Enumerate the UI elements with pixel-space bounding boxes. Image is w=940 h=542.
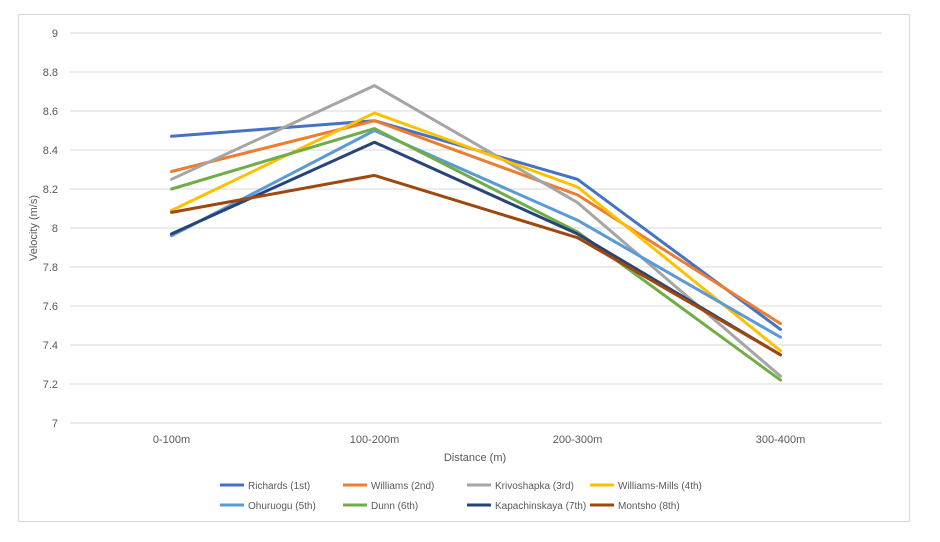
y-tick-label: 7.2	[43, 379, 58, 391]
legend-label: Richards (1st)	[248, 481, 310, 492]
legend-label: Williams (2nd)	[371, 481, 434, 492]
series-line-5	[170, 129, 782, 339]
legend-label: Krivoshapka (3rd)	[495, 481, 574, 492]
y-tick-label: 8.2	[43, 184, 58, 196]
legend-label: Dunn (6th)	[371, 501, 418, 512]
series-line-4	[170, 111, 782, 353]
legend-label: Kapachinskaya (7th)	[495, 501, 586, 512]
y-tick-label: 7.4	[43, 340, 58, 352]
series-line-2	[170, 119, 782, 326]
series-lines	[170, 84, 782, 382]
legend-label: Montsho (8th)	[618, 501, 680, 512]
y-tick-label: 9	[52, 28, 58, 40]
series-line-3	[170, 84, 782, 378]
series-line-6	[170, 127, 782, 382]
legend-label: Ohuruogu (5th)	[248, 501, 316, 512]
y-tick-label: 8.4	[43, 145, 58, 157]
y-tick-label: 8.6	[43, 106, 58, 118]
y-tick-labels: 7 7.2 7.4 7.6 7.8 8 8.2 8.4 8.6 8.8 9	[43, 28, 58, 430]
x-tick-labels: 0-100m 100-200m 200-300m 300-400m	[153, 434, 805, 446]
line-chart: 7 7.2 7.4 7.6 7.8 8 8.2 8.4 8.6 8.8 9 0-100m 100-20…	[28, 28, 882, 512]
x-tick-label: 200-300m	[553, 434, 603, 446]
legend-label: Williams-Mills (4th)	[618, 481, 702, 492]
y-tick-label: 8	[52, 223, 58, 235]
series-line-8	[170, 173, 782, 357]
x-tick-label: 300-400m	[756, 434, 806, 446]
y-tick-label: 7.6	[43, 301, 58, 313]
gridlines	[70, 32, 882, 424]
y-tick-label: 7	[52, 418, 58, 430]
series-line-7	[170, 140, 782, 357]
legend: Richards (1st) Williams (2nd) Krivoshapka …	[220, 481, 702, 512]
y-tick-label: 8.8	[43, 67, 58, 79]
y-tick-label: 7.8	[43, 262, 58, 274]
x-axis-label: Distance (m)	[444, 452, 506, 464]
chart-frame: 7 7.2 7.4 7.6 7.8 8 8.2 8.4 8.6 8.8 9 0-100m 100-20…	[18, 14, 910, 522]
x-tick-label: 0-100m	[153, 434, 190, 446]
y-axis-label: Velocity (m/s)	[28, 195, 40, 261]
x-tick-label: 100-200m	[350, 434, 400, 446]
